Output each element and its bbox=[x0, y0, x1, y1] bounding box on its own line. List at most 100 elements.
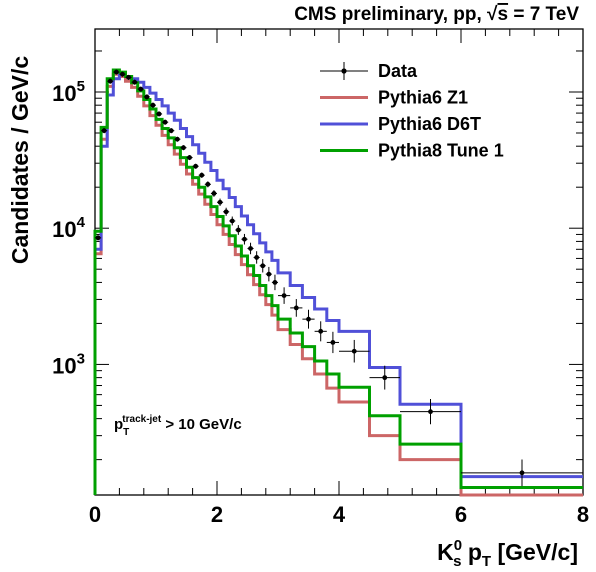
chart-title: CMS preliminary, pp, √s = 7 TeV bbox=[294, 4, 579, 25]
data-point bbox=[271, 274, 278, 291]
y-tick-label: 103 bbox=[52, 350, 85, 378]
y-tick-label: 105 bbox=[52, 78, 85, 106]
data-point-marker bbox=[266, 271, 272, 277]
data-point bbox=[223, 207, 230, 216]
data-point bbox=[192, 163, 199, 169]
legend-label: Pythia8 Tune 1 bbox=[378, 141, 504, 161]
y-axis-label: Candidates / GeV/c bbox=[7, 56, 33, 265]
legend-marker-dot bbox=[341, 68, 347, 74]
legend-label: Pythia6 D6T bbox=[378, 114, 481, 134]
data-point-marker bbox=[205, 181, 211, 187]
data-point-marker bbox=[351, 348, 357, 354]
legend-entry: Pythia8 Tune 1 bbox=[320, 141, 504, 161]
data-point bbox=[235, 225, 242, 235]
data-point bbox=[247, 242, 254, 255]
data-point bbox=[265, 266, 272, 282]
legend-entry: Pythia6 Z1 bbox=[320, 88, 468, 108]
x-axis-tick-labels: 0 2 4 6 8 bbox=[89, 502, 589, 527]
series-line-3 bbox=[93, 68, 583, 495]
data-point-marker bbox=[174, 136, 180, 142]
y-tick-label: 104 bbox=[52, 214, 85, 242]
data-point bbox=[290, 299, 303, 317]
data-point-marker bbox=[132, 79, 138, 85]
data-point-marker bbox=[330, 340, 336, 345]
data-point-marker bbox=[95, 235, 101, 241]
data-point-marker bbox=[235, 227, 241, 233]
data-point-marker bbox=[101, 128, 107, 134]
data-point-marker bbox=[281, 293, 287, 299]
y-axis-ticks bbox=[95, 50, 583, 461]
data-point-marker bbox=[138, 86, 144, 92]
data-point bbox=[326, 331, 339, 354]
data-point bbox=[162, 119, 169, 125]
data-point bbox=[180, 145, 187, 151]
data-point bbox=[369, 365, 400, 390]
data-point-marker bbox=[293, 305, 299, 311]
data-point bbox=[156, 111, 163, 117]
x-axis-ticks bbox=[94, 29, 584, 495]
data-point-marker bbox=[113, 69, 119, 75]
data-point bbox=[241, 233, 248, 245]
legend-entry: Pythia6 D6T bbox=[320, 114, 481, 134]
x-tick-label: 6 bbox=[455, 502, 467, 527]
x-tick-label: 4 bbox=[333, 502, 346, 527]
data-point-marker bbox=[428, 409, 433, 415]
data-point bbox=[137, 86, 144, 92]
data-point-marker bbox=[519, 470, 525, 476]
x-tick-label: 0 bbox=[89, 502, 101, 527]
data-point-marker bbox=[217, 199, 223, 205]
data-point-marker bbox=[223, 209, 229, 215]
data-point-marker bbox=[193, 163, 199, 169]
x-tick-label: 8 bbox=[577, 502, 589, 527]
data-point-marker bbox=[306, 316, 311, 322]
legend: Data Pythia6 Z1 Pythia6 D6T Pythia8 Tune 1 bbox=[320, 61, 504, 161]
data-point bbox=[119, 71, 126, 77]
data-point-marker bbox=[187, 155, 192, 160]
data-point bbox=[204, 181, 211, 188]
legend-entry: Data bbox=[320, 61, 418, 81]
data-point bbox=[217, 198, 224, 206]
data-point-marker bbox=[107, 78, 113, 84]
x-tick-label: 2 bbox=[211, 502, 223, 527]
data-point-marker bbox=[120, 71, 125, 77]
data-point bbox=[302, 309, 315, 329]
data-point-marker bbox=[318, 328, 324, 334]
data-point bbox=[339, 339, 370, 363]
data-point-marker bbox=[199, 172, 205, 178]
data-point bbox=[229, 216, 236, 226]
data-point bbox=[125, 74, 132, 80]
data-point-marker bbox=[181, 145, 186, 151]
sqrt-arg: s bbox=[497, 4, 508, 25]
data-point-marker bbox=[156, 111, 162, 117]
data-point bbox=[253, 251, 260, 264]
data-point bbox=[149, 102, 156, 108]
legend-label: Pythia6 Z1 bbox=[378, 88, 468, 108]
data-point-marker bbox=[242, 236, 247, 242]
data-point bbox=[461, 459, 583, 487]
data-point bbox=[198, 172, 205, 178]
data-point-marker bbox=[382, 375, 388, 381]
y-axis-tick-labels: 103 104 105 bbox=[52, 78, 85, 378]
data-point bbox=[113, 69, 120, 75]
data-point-marker bbox=[162, 119, 168, 125]
data-point bbox=[278, 287, 291, 304]
series-layer bbox=[93, 68, 583, 497]
data-point-marker bbox=[229, 218, 235, 224]
data-point bbox=[168, 128, 175, 134]
data-point bbox=[174, 136, 181, 142]
data-point bbox=[210, 190, 217, 197]
data-point bbox=[314, 321, 327, 342]
data-point bbox=[400, 399, 461, 425]
data-point bbox=[143, 94, 150, 100]
data-point bbox=[131, 79, 138, 85]
cut-annotation: pTtrack-jet > 10 GeV/c bbox=[114, 414, 242, 438]
data-point bbox=[101, 128, 108, 134]
data-point-marker bbox=[168, 128, 174, 134]
data-point bbox=[107, 78, 114, 84]
data-point-marker bbox=[144, 94, 150, 100]
data-point bbox=[186, 155, 193, 161]
data-point bbox=[259, 259, 266, 273]
data-point-marker bbox=[254, 255, 260, 260]
data-point-marker bbox=[272, 280, 278, 285]
